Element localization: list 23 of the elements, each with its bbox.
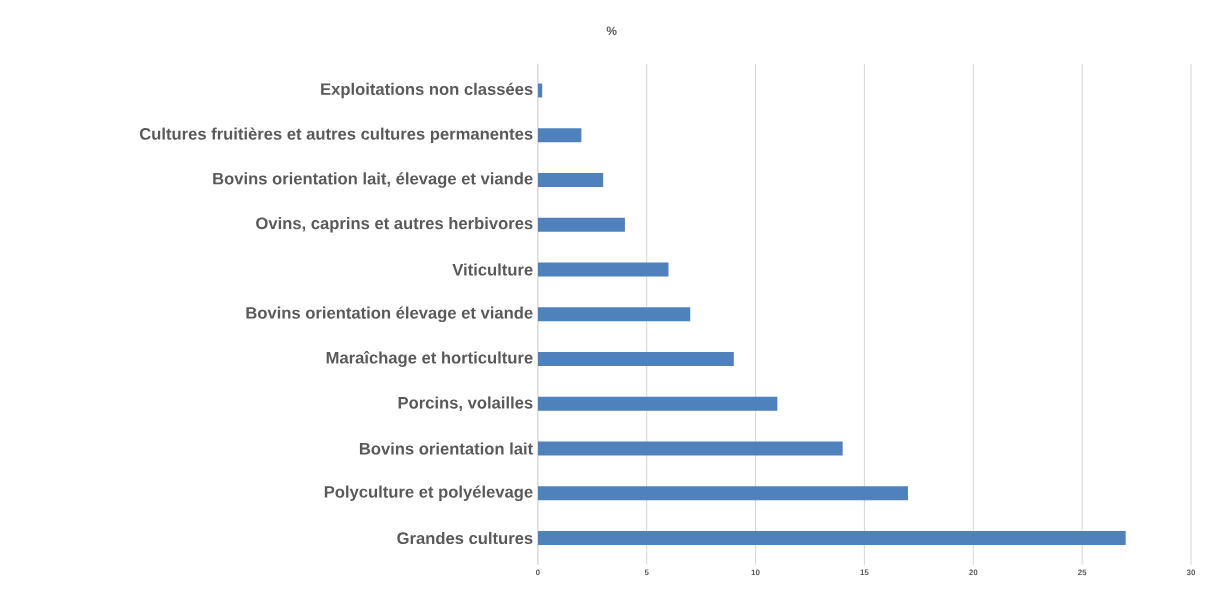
y-tick-label: Grandes cultures [397,531,533,545]
y-tick-label: Bovins orientation élevage et viande [246,306,533,323]
bar [537,352,734,367]
y-tick-label: Polyculture et polyélevage [324,485,533,502]
bar [537,531,1126,546]
y-tick-label: Cultures fruitières et autres cultures permanentes [139,127,533,144]
bar [537,262,669,277]
y-tick-label: Exploitations non classées [321,82,533,99]
bar [537,441,843,456]
chart-title: % [606,26,617,36]
y-tick-label: Bovins orientation lait, élevage et viande [213,172,533,188]
bar [537,128,582,143]
bar [537,217,625,232]
y-tick-label: Ovins, caprins et autres herbivores [256,217,533,233]
bar [537,83,543,98]
bar [537,486,908,501]
y-tick-label: Bovins orientation lait [359,442,533,455]
bar [537,173,604,188]
y-tick-label: Viticulture [452,263,533,276]
bar [537,396,778,411]
y-tick-label: Porcins, volailles [398,396,533,412]
bar [537,307,691,322]
y-tick-label: Maraîchage et horticulture [326,351,533,368]
